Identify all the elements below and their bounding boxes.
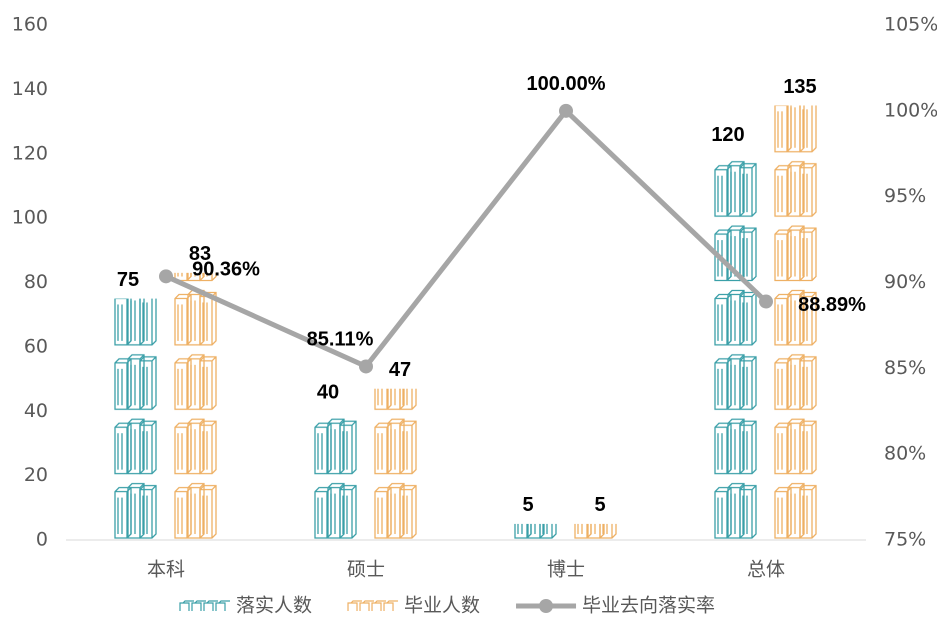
line-label: 90.36% bbox=[192, 259, 260, 281]
bar bbox=[313, 411, 359, 540]
line-label: 100.00% bbox=[527, 73, 606, 95]
y-tick-label: 120 bbox=[12, 142, 48, 164]
legend-label: 毕业去向落实率 bbox=[582, 595, 715, 617]
y-tick-label: 60 bbox=[24, 335, 48, 357]
bar-label: 5 bbox=[594, 494, 605, 516]
y2-tick-label: 100% bbox=[884, 99, 937, 121]
line-point bbox=[559, 103, 573, 118]
bar bbox=[513, 523, 559, 540]
y-tick-label: 0 bbox=[36, 529, 48, 551]
bar-label: 40 bbox=[317, 382, 339, 404]
line-point bbox=[159, 269, 173, 284]
bar-label: 120 bbox=[711, 124, 744, 146]
line-label: 88.89% bbox=[798, 294, 866, 316]
bar bbox=[573, 523, 619, 540]
y2-tick-label: 85% bbox=[884, 357, 926, 379]
bar bbox=[713, 153, 759, 540]
bar bbox=[373, 388, 419, 540]
y-tick-label: 160 bbox=[12, 14, 48, 36]
legend-swatch bbox=[539, 599, 554, 613]
bar bbox=[113, 298, 159, 540]
y-tick-label: 20 bbox=[24, 464, 48, 486]
bar-label: 47 bbox=[389, 359, 411, 381]
x-tick-label: 本科 bbox=[147, 559, 185, 581]
y-tick-label: 40 bbox=[24, 400, 48, 422]
legend-swatch bbox=[347, 600, 399, 611]
x-tick-label: 总体 bbox=[747, 559, 785, 581]
y-tick-label: 100 bbox=[12, 207, 48, 229]
bar bbox=[773, 105, 819, 540]
legend-label: 落实人数 bbox=[236, 595, 312, 617]
y2-tick-label: 75% bbox=[884, 529, 926, 551]
x-tick-label: 博士 bbox=[547, 559, 585, 581]
line-point bbox=[759, 294, 773, 309]
x-tick-label: 硕士 bbox=[347, 559, 385, 581]
bar-label: 135 bbox=[783, 76, 816, 98]
legend-swatch bbox=[179, 600, 230, 611]
y2-tick-label: 90% bbox=[884, 271, 926, 293]
bar-label: 83 bbox=[189, 243, 211, 265]
bar bbox=[173, 272, 219, 540]
line-point bbox=[359, 359, 373, 374]
y2-tick-label: 80% bbox=[884, 443, 926, 465]
y2-tick-label: 95% bbox=[884, 185, 926, 207]
line-label: 85.11% bbox=[307, 329, 374, 351]
y2-tick-label: 105% bbox=[884, 14, 937, 36]
bar-label: 5 bbox=[522, 494, 533, 516]
line bbox=[164, 107, 768, 370]
y-tick-label: 80 bbox=[24, 271, 48, 293]
legend-label: 毕业人数 bbox=[404, 595, 480, 617]
bar-label: 75 bbox=[117, 269, 139, 291]
y-tick-label: 140 bbox=[12, 78, 48, 100]
